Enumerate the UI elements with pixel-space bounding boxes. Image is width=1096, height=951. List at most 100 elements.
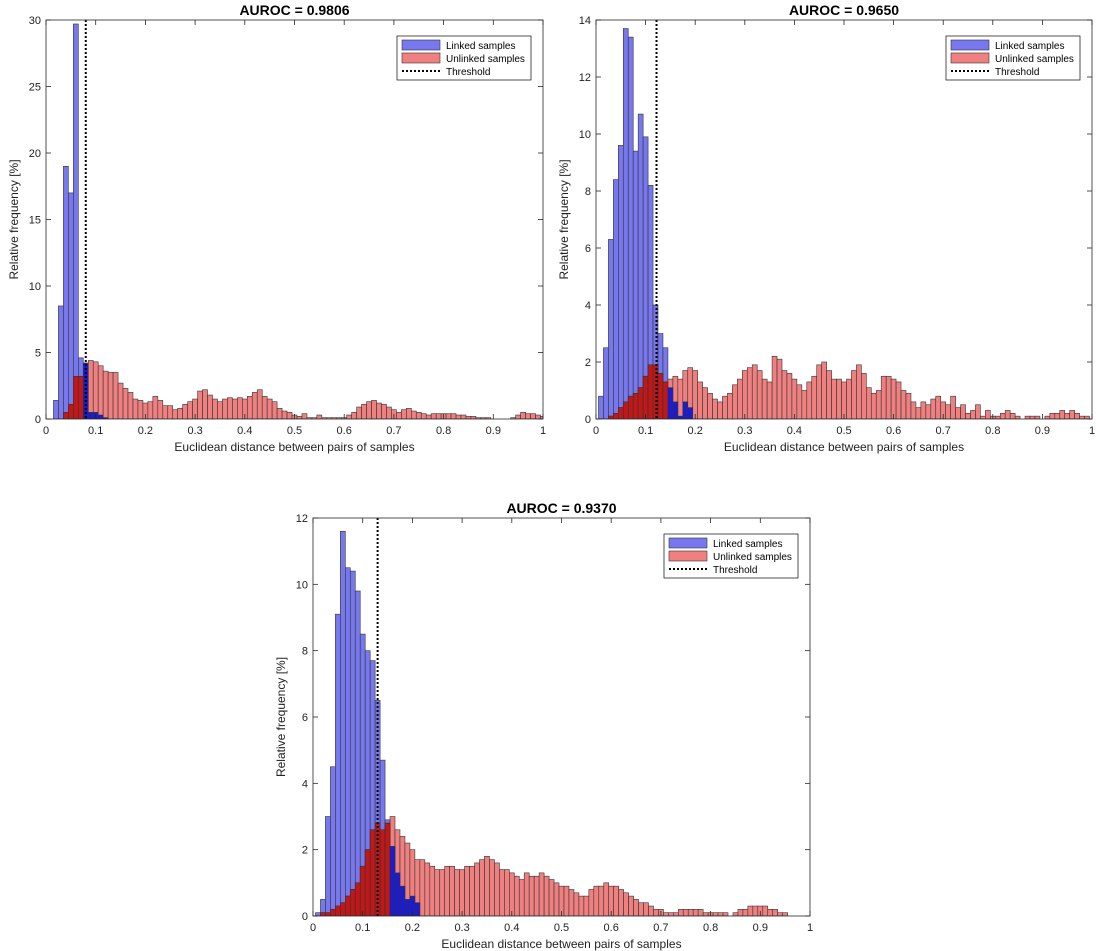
- unlinked-bar: [276, 408, 283, 419]
- unlinked-bar: [836, 378, 842, 419]
- unlinked-bar: [261, 396, 268, 419]
- linked-bar: [354, 590, 361, 916]
- unlinked-bar: [885, 375, 892, 419]
- overlap-bar: [672, 401, 679, 419]
- linked-bar: [325, 816, 331, 916]
- overlap-bar: [389, 846, 396, 916]
- unlinked-bar: [682, 909, 689, 916]
- overlap-bar: [325, 912, 331, 916]
- x-axis-label: Euclidean distance between pairs of samp…: [441, 937, 681, 951]
- unlinked-bar: [346, 414, 352, 419]
- histogram-panel-1: 0 0.1 0.2 0.3 0.4 0.5 0.6 0.7 0.8 0.9 1 0 5 10 15 20 25 3…: [0, 0, 548, 470]
- unlinked-bar: [187, 401, 193, 419]
- unlinked-bar: [791, 378, 798, 419]
- unlinked-bar: [747, 905, 754, 916]
- x-tick-label: 0.6: [337, 425, 352, 437]
- unlinked-bar: [464, 865, 470, 916]
- histogram-panel-3: 0 0.1 0.2 0.3 0.4 0.5 0.6 0.7 0.8 0.9 1 0 2 4 6 8 10 12 AU…: [270, 498, 818, 951]
- y-tick-label: 12: [296, 513, 308, 525]
- legend-label: Linked samples: [446, 41, 515, 52]
- overlap-bar: [414, 902, 421, 916]
- linked-bar: [53, 400, 59, 419]
- unlinked-bar: [1054, 412, 1061, 419]
- bars-layer: [315, 530, 788, 916]
- unlinked-bar: [746, 367, 753, 419]
- x-tick-label: 0.5: [287, 425, 302, 437]
- unlinked-bar: [533, 875, 540, 916]
- unlinked-bar: [460, 414, 467, 419]
- unlinked-bar: [172, 409, 179, 419]
- unlinked-bar: [756, 370, 763, 419]
- unlinked-bar: [444, 865, 450, 916]
- unlinked-bar: [147, 401, 154, 419]
- unlinked-bar: [761, 378, 768, 419]
- unlinked-bar: [638, 902, 644, 916]
- unlinked-bar: [722, 912, 729, 916]
- unlinked-bar: [538, 872, 545, 916]
- x-tick-label: 0.6: [886, 425, 901, 437]
- unlinked-bar: [677, 378, 684, 419]
- unlinked-bar: [1014, 415, 1021, 419]
- unlinked-bar: [122, 388, 129, 419]
- unlinked-bar: [890, 378, 897, 419]
- unlinked-bar: [207, 394, 213, 419]
- histogram-chart-3: 0 0.1 0.2 0.3 0.4 0.5 0.6 0.7 0.8 0.9 1024681012AU…: [274, 500, 813, 951]
- unlinked-bar: [702, 387, 708, 419]
- overlap-bar: [320, 912, 326, 916]
- unlinked-bar: [648, 905, 654, 916]
- x-tick-label: 0.3: [187, 425, 202, 437]
- unlinked-bar: [543, 875, 550, 916]
- unlinked-bar: [469, 865, 475, 916]
- y-tick-label: 10: [579, 129, 591, 141]
- unlinked-bar: [102, 370, 109, 419]
- y-tick-label: 30: [29, 15, 41, 27]
- unlinked-bar: [563, 885, 570, 916]
- x-tick-label: 0.8: [436, 425, 451, 437]
- linked-bar: [68, 192, 74, 419]
- unlinked-bar: [232, 398, 238, 419]
- overlap-bar: [330, 909, 336, 916]
- unlinked-bar: [910, 401, 917, 419]
- unlinked-bar: [509, 872, 515, 916]
- linked-bar: [349, 570, 356, 916]
- legend-swatch: [668, 537, 708, 549]
- unlinked-bar: [722, 395, 728, 419]
- unlinked-bar: [356, 406, 362, 419]
- unlinked-bar: [112, 372, 119, 419]
- linked-bar: [613, 179, 619, 419]
- overlap-bar: [622, 401, 629, 419]
- unlinked-bar: [965, 412, 971, 419]
- x-tick-label: 0.1: [88, 425, 103, 437]
- unlinked-bar: [256, 389, 263, 419]
- overlap-bar: [68, 404, 74, 419]
- overlap-bar: [384, 822, 391, 916]
- overlap-bar: [677, 415, 684, 419]
- unlinked-bar: [875, 390, 882, 419]
- unlinked-bar: [930, 398, 937, 419]
- overlap-bar: [632, 393, 639, 419]
- unlinked-bar: [513, 875, 520, 916]
- linked-bar: [63, 166, 69, 419]
- unlinked-bar: [851, 370, 857, 419]
- legend-label: Threshold: [713, 565, 757, 576]
- unlinked-bar: [826, 370, 832, 419]
- x-tick-label: 0.2: [138, 425, 153, 437]
- unlinked-bar: [613, 885, 619, 916]
- unlinked-bar: [449, 865, 455, 916]
- overlap-bar: [637, 387, 644, 419]
- unlinked-bar: [767, 909, 774, 916]
- legend-label: Threshold: [995, 67, 1039, 78]
- y-tick-label: 2: [585, 357, 591, 369]
- unlinked-bar: [668, 912, 674, 916]
- unlinked-bar: [623, 892, 629, 916]
- legend-swatch: [950, 52, 990, 64]
- overlap-bar: [618, 407, 624, 419]
- overlap-bar: [394, 872, 401, 916]
- overlap-bar: [63, 412, 69, 419]
- unlinked-bar: [499, 869, 505, 916]
- unlinked-bar: [445, 413, 452, 419]
- x-tick-label: 0.2: [688, 425, 703, 437]
- unlinked-bar: [975, 404, 981, 419]
- unlinked-bar: [776, 358, 783, 419]
- x-tick-label: 0: [43, 425, 49, 437]
